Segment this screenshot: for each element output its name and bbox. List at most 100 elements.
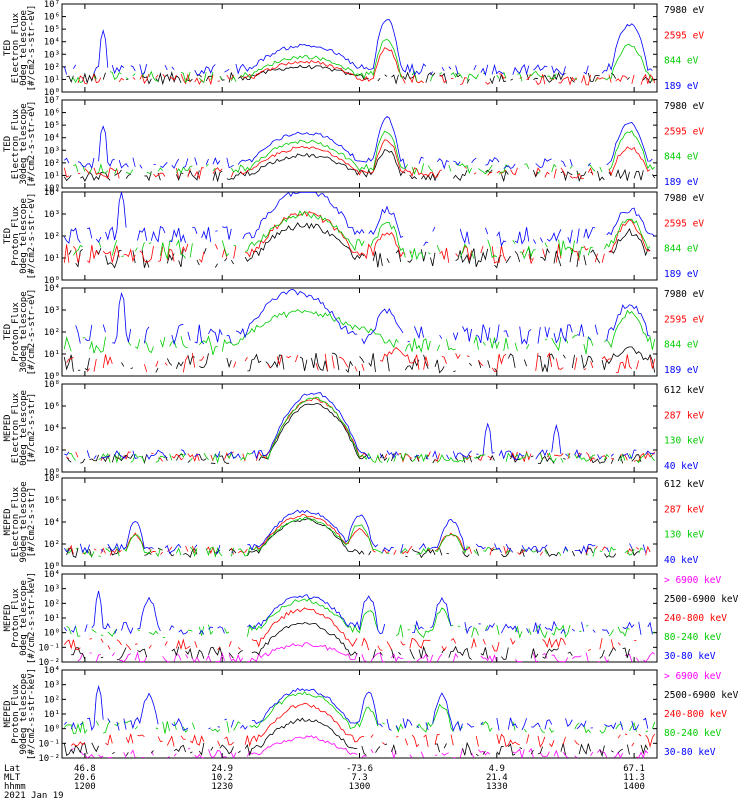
series-line-3 xyxy=(70,702,656,749)
series-line-2 xyxy=(64,211,654,263)
y-tick-label: 10⁰ xyxy=(44,88,60,98)
y-axis-label: Electron Flux xyxy=(11,486,21,557)
y-axis-label: [#/cm2-s-str-keV] xyxy=(27,668,37,760)
series-line-4 xyxy=(64,510,654,553)
y-tick-label: 10⁴ xyxy=(44,284,60,294)
legend-entry: 40 keV xyxy=(664,461,699,472)
y-tick-label: 10³ xyxy=(44,50,60,60)
hhmm-tick-label: 1230 xyxy=(211,782,233,792)
y-tick-label: 10⁶ xyxy=(44,496,60,506)
series-line-2 xyxy=(63,139,651,180)
y-tick-label: 10² xyxy=(44,540,60,550)
lat-tick-label: 67.1 xyxy=(623,764,645,774)
y-axis-label: MEPED xyxy=(3,508,13,535)
series-line-2 xyxy=(77,47,656,86)
legend-entry: 287 keV xyxy=(664,410,704,421)
legend-entry: 7980 eV xyxy=(664,101,704,112)
hhmm-tick-label: 1400 xyxy=(623,782,645,792)
y-axis-label: 30deg telescope xyxy=(19,103,29,184)
y-tick-label: 10⁸ xyxy=(44,380,60,390)
y-tick-label: 10⁸ xyxy=(44,474,60,484)
axis-row-label: MLT xyxy=(4,773,21,783)
y-axis-label: TED xyxy=(3,136,13,152)
y-tick-label: 10⁴ xyxy=(44,424,60,434)
y-axis-label: Proton Flux xyxy=(11,588,21,648)
y-tick-label: 10⁶ xyxy=(44,109,60,119)
y-tick-label: 10⁻¹ xyxy=(38,643,60,653)
legend-entry: 80-240 keV xyxy=(664,728,721,739)
series-line-4 xyxy=(66,597,655,639)
legend-entry: 2500-6900 keV xyxy=(664,594,739,605)
y-tick-label: 10⁰ xyxy=(44,276,60,286)
panel-frame xyxy=(61,287,658,377)
y-tick-label: 10¹ xyxy=(44,171,60,181)
y-axis-label: [#/cm2-s-str-eV] xyxy=(27,289,37,376)
mlt-tick-label: 20.6 xyxy=(74,773,96,783)
y-axis-label: Electron Flux xyxy=(11,392,21,463)
y-tick-label: 10⁵ xyxy=(44,121,60,131)
legend-entry: 844 eV xyxy=(664,152,699,163)
y-tick-label: 10⁴ xyxy=(44,666,60,676)
series-line-5 xyxy=(64,687,654,731)
axis-row-label: hhmm xyxy=(4,782,26,792)
legend-entry: 7980 eV xyxy=(664,289,704,300)
y-tick-label: 10⁰ xyxy=(44,468,60,478)
series-line-1 xyxy=(77,642,655,663)
y-tick-label: 10² xyxy=(44,159,60,169)
y-tick-label: 10³ xyxy=(44,681,60,691)
y-tick-label: 10¹ xyxy=(44,75,60,85)
series-line-2 xyxy=(66,346,656,373)
legend-entry: 844 eV xyxy=(664,340,699,351)
y-axis-label: Electron Flux xyxy=(11,108,21,179)
series-line-1 xyxy=(66,64,655,86)
y-tick-label: 10² xyxy=(44,328,60,338)
y-tick-label: 10² xyxy=(44,599,60,609)
legend-entry: 612 keV xyxy=(664,385,704,396)
y-axis-label: Proton Flux xyxy=(11,684,21,744)
legend-entry: 30-80 keV xyxy=(664,747,716,758)
y-axis-label: 90deg telescope xyxy=(19,673,29,754)
legend-entry: > 6900 keV xyxy=(664,671,721,682)
y-axis-label: Proton Flux xyxy=(11,302,21,362)
y-axis-label: [#/cm2-s-str] xyxy=(27,393,37,463)
y-tick-label: 10¹ xyxy=(44,254,60,264)
y-tick-label: 10⁶ xyxy=(44,402,60,412)
panel-frame xyxy=(61,191,658,281)
lat-tick-label: 4.9 xyxy=(489,764,505,774)
legend-entry: 287 keV xyxy=(664,504,704,515)
y-axis-label: MEPED xyxy=(3,414,13,441)
y-tick-label: 10¹ xyxy=(44,350,60,360)
y-tick-label: 10⁴ xyxy=(44,570,60,580)
legend-entry: 7980 eV xyxy=(664,193,704,204)
legend-entry: 844 eV xyxy=(664,244,699,255)
y-tick-label: 10⁴ xyxy=(44,518,60,528)
y-axis-label: Proton Flux xyxy=(11,206,21,266)
date-label: 2021 Jan 19 xyxy=(4,791,64,800)
legend-entry: 7980 eV xyxy=(664,5,704,16)
y-tick-label: 10³ xyxy=(44,306,60,316)
y-tick-label: 10⁰ xyxy=(44,629,60,639)
legend-entry: 2595 eV xyxy=(664,218,704,229)
y-tick-label: 10¹ xyxy=(44,614,60,624)
legend-entry: 612 keV xyxy=(664,479,704,490)
legend-entry: 130 keV xyxy=(664,436,704,447)
y-tick-label: 10³ xyxy=(44,210,60,220)
series-line-3 xyxy=(63,309,656,356)
legend-entry: 189 eV xyxy=(664,365,699,376)
y-axis-label: TED xyxy=(3,324,13,340)
mlt-tick-label: 7.3 xyxy=(351,773,367,783)
legend-entry: 189 eV xyxy=(664,177,699,188)
series-line-1 xyxy=(63,149,656,183)
y-tick-label: 10⁴ xyxy=(44,38,60,48)
y-tick-label: 10⁰ xyxy=(44,372,60,382)
y-tick-label: 10⁰ xyxy=(44,562,60,572)
y-tick-label: 10⁻² xyxy=(38,754,60,764)
series-line-1 xyxy=(63,346,656,374)
panel-frame xyxy=(61,573,658,663)
